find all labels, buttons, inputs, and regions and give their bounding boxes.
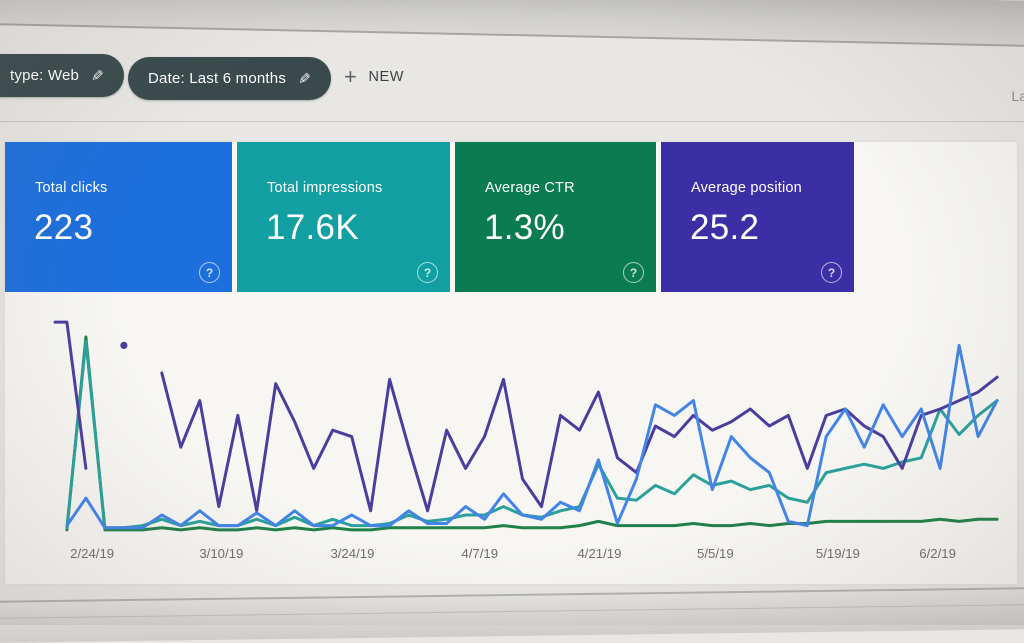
search-type-chip-label: type: Web	[10, 67, 80, 84]
x-axis-label: 5/19/19	[815, 546, 860, 561]
metric-label: Average CTR	[485, 180, 575, 196]
x-axis-label: 4/7/19	[461, 546, 499, 561]
help-icon[interactable]: ?	[821, 262, 842, 283]
date-range-chip[interactable]: Date: Last 6 months ✎	[128, 57, 331, 100]
card-total-clicks[interactable]: Total clicks 223 ?	[5, 142, 232, 292]
date-range-chip-label: Date: Last 6 months	[148, 70, 287, 87]
x-axis-label: 2/24/19	[70, 546, 115, 561]
x-axis-labels: 2/24/19 3/10/19 3/24/19 4/7/19 4/21/19 5…	[57, 546, 1007, 570]
metric-label: Total impressions	[267, 180, 383, 196]
help-icon[interactable]: ?	[417, 262, 438, 283]
performance-chart[interactable]	[53, 310, 1007, 542]
metric-label: Average position	[691, 180, 802, 196]
search-type-chip[interactable]: type: Web ✎	[0, 54, 124, 97]
edit-pencil-icon: ✎	[91, 67, 104, 85]
filter-bar: type: Web ✎ Date: Last 6 months ✎ + NEW	[0, 0, 1024, 120]
edit-pencil-icon: ✎	[298, 70, 311, 88]
x-axis-label: 4/21/19	[577, 546, 622, 561]
content-panel: Total clicks 223 ? Total impressions 17.…	[5, 142, 1017, 584]
x-axis-label: 3/24/19	[330, 546, 375, 561]
x-axis-label: 5/5/19	[697, 546, 734, 561]
new-filter-button[interactable]: + NEW	[344, 60, 404, 94]
plus-icon: +	[344, 64, 358, 89]
help-icon[interactable]: ?	[623, 262, 644, 283]
metric-value: 1.3%	[484, 208, 565, 247]
metric-label: Total clicks	[35, 180, 108, 196]
card-total-impressions[interactable]: Total impressions 17.6K ?	[237, 142, 450, 292]
card-average-ctr[interactable]: Average CTR 1.3% ?	[455, 142, 656, 292]
help-icon[interactable]: ?	[199, 262, 220, 283]
metric-value: 17.6K	[266, 208, 359, 247]
x-axis-label: 6/2/19	[919, 546, 956, 561]
new-filter-label: NEW	[368, 69, 405, 85]
toolbar-divider	[0, 121, 1024, 122]
metric-value: 223	[34, 208, 94, 247]
top-right-clipped-text: La	[1011, 88, 1024, 104]
card-average-position[interactable]: Average position 25.2 ?	[661, 142, 854, 292]
metric-value: 25.2	[690, 208, 760, 247]
x-axis-label: 3/10/19	[199, 546, 244, 561]
summary-cards-row: Total clicks 223 ? Total impressions 17.…	[5, 142, 1017, 292]
performance-chart-svg[interactable]	[53, 310, 1007, 542]
